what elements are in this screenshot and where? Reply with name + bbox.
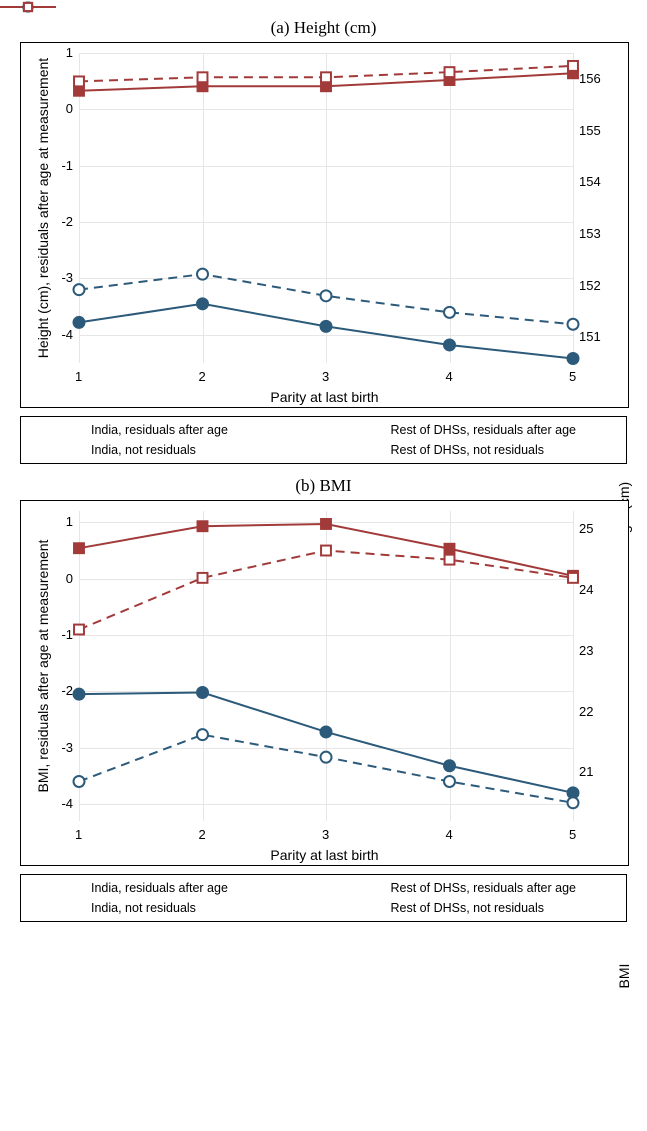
legend-swatch xyxy=(329,443,385,457)
series-rest_notresid xyxy=(79,551,573,630)
right-axis-title: BMI xyxy=(616,821,632,1131)
legend-label: Rest of DHSs, residuals after age xyxy=(391,423,577,437)
panel-b-legend: India, residuals after age Rest of DHSs, … xyxy=(20,874,627,922)
legend-item-rest_notresid: Rest of DHSs, not residuals xyxy=(329,901,619,915)
series-india_resid xyxy=(79,692,573,792)
panel-b-title: (b) BMI xyxy=(10,476,637,496)
legend-swatch xyxy=(29,881,85,895)
legend-item-india_notresid: India, not residuals xyxy=(29,901,319,915)
panel-a-legend: India, residuals after age Rest of DHSs, … xyxy=(20,416,627,464)
series-india_notresid xyxy=(79,735,573,803)
legend-item-india_notresid: India, not residuals xyxy=(29,443,319,457)
legend-item-india_resid: India, residuals after age xyxy=(29,881,319,895)
legend-item-rest_resid: Rest of DHSs, residuals after age xyxy=(329,423,619,437)
legend-item-india_resid: India, residuals after age xyxy=(29,423,319,437)
legend-swatch xyxy=(29,423,85,437)
legend-swatch xyxy=(29,901,85,915)
legend-swatch xyxy=(329,901,385,915)
plot-svg xyxy=(21,501,628,865)
legend-item-rest_resid: Rest of DHSs, residuals after age xyxy=(329,881,619,895)
panel-a-title: (a) Height (cm) xyxy=(10,18,637,38)
legend-label: India, not residuals xyxy=(91,443,196,457)
panel-a-chart: -4-3-2-10115115215315415515612345Height … xyxy=(20,42,629,408)
plot-svg xyxy=(21,43,628,407)
legend-swatch xyxy=(329,881,385,895)
legend-label: Rest of DHSs, residuals after age xyxy=(391,881,577,895)
legend-label: India, residuals after age xyxy=(91,881,228,895)
legend-label: Rest of DHSs, not residuals xyxy=(391,901,545,915)
legend-label: Rest of DHSs, not residuals xyxy=(391,443,545,457)
legend-label: India, residuals after age xyxy=(91,423,228,437)
legend-swatch xyxy=(329,423,385,437)
legend-label: India, not residuals xyxy=(91,901,196,915)
legend-item-rest_notresid: Rest of DHSs, not residuals xyxy=(329,443,619,457)
panel-b-chart: -4-3-2-101212223242512345BMI, residuals … xyxy=(20,500,629,866)
legend-swatch xyxy=(29,443,85,457)
